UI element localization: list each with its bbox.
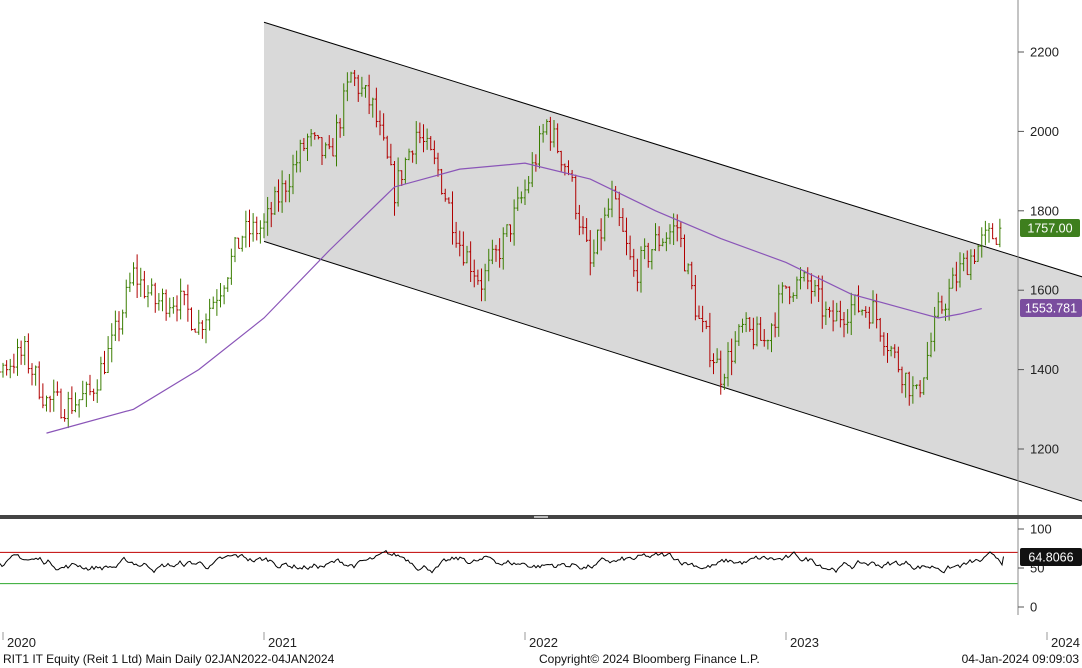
rsi-tick-label: 100: [1030, 522, 1052, 537]
price-tick-label: 1600: [1030, 283, 1059, 298]
rsi-tick-label: 0: [1030, 600, 1037, 615]
time-axis-label: 2024: [1051, 635, 1080, 650]
price-panel: [0, 21, 1082, 503]
last-price-value: 1757.00: [1027, 222, 1072, 236]
rsi-line: [0, 549, 1004, 574]
time-axis-label: 2023: [790, 635, 819, 650]
moving-average-line: [46, 162, 982, 434]
rsi-value: 64.8066: [1028, 551, 1073, 565]
channel-upper-line[interactable]: [263, 21, 1082, 279]
moving-average-value: 1553.781: [1025, 302, 1077, 316]
timestamp: 04-Jan-2024 09:09:03: [962, 652, 1080, 666]
price-axis-ticks: 1200 1400 1600 1800 2000 2200: [1018, 45, 1059, 457]
regression-channel-fill: [264, 22, 1082, 502]
price-tick-label: 2200: [1030, 45, 1059, 60]
price-tick-label: 1200: [1030, 442, 1059, 457]
moving-average-badge: 1553.781: [1020, 299, 1082, 317]
channel-lower-line[interactable]: [263, 240, 1082, 503]
price-tick-label: 1800: [1030, 203, 1059, 218]
panel-divider-grip[interactable]: [534, 516, 548, 518]
security-description: RIT1 IT Equity (Reit 1 Ltd) Main Daily 0…: [3, 652, 335, 666]
rsi-badge: 64.8066: [1020, 548, 1082, 566]
rsi-panel: [0, 549, 1018, 585]
price-bars: [0, 69, 1002, 429]
last-price-badge: 1757.00: [1020, 219, 1080, 237]
copyright-text: Copyright© 2024 Bloomberg Finance L.P.: [539, 652, 760, 666]
price-tick-label: 1400: [1030, 362, 1059, 377]
price-tick-label: 2000: [1030, 124, 1059, 139]
time-axis-label: 2022: [529, 635, 558, 650]
time-axis: 2020 2021 2022 2023 2024: [2, 632, 1080, 650]
time-axis-label: 2021: [268, 635, 297, 650]
time-axis-label: 2020: [7, 635, 36, 650]
